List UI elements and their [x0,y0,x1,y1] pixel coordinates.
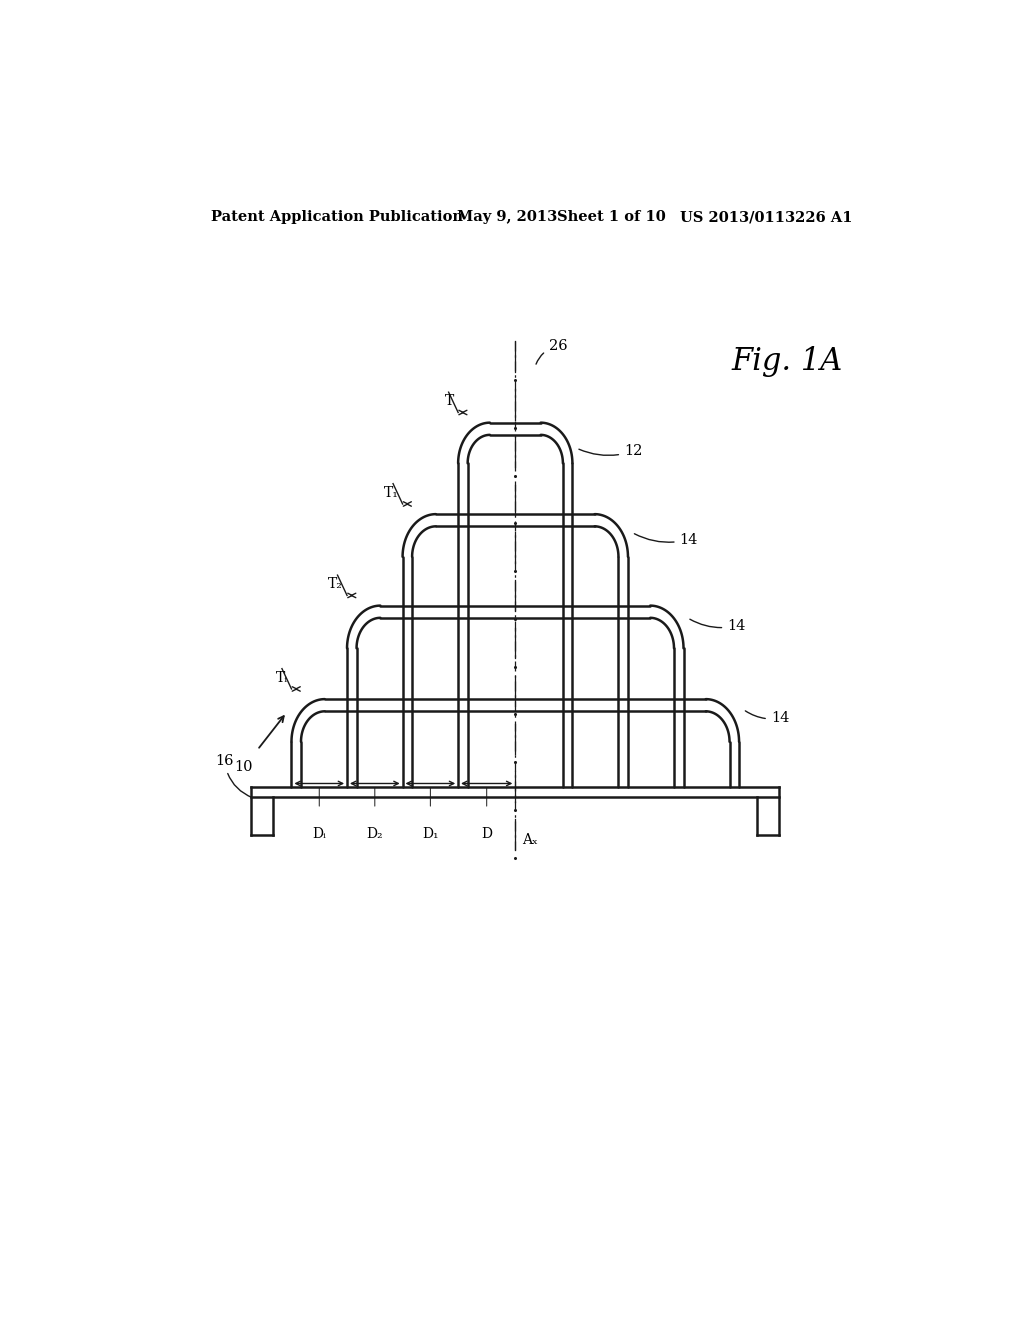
Text: D: D [481,828,493,841]
Text: 14: 14 [745,711,790,726]
Text: Sheet 1 of 10: Sheet 1 of 10 [557,210,666,224]
Text: May 9, 2013: May 9, 2013 [458,210,558,224]
Text: T₂: T₂ [328,577,343,591]
Text: D₂: D₂ [367,828,383,841]
Text: Tᵢ: Tᵢ [275,671,288,685]
Text: 16: 16 [215,754,252,797]
Text: T₁: T₁ [384,486,398,500]
Text: D₁: D₁ [422,828,438,841]
Text: 10: 10 [233,760,252,774]
Text: Dᵢ: Dᵢ [312,828,327,841]
Text: Aₓ: Aₓ [521,833,538,847]
Text: T: T [444,395,455,408]
Text: 26: 26 [536,339,567,364]
Text: 14: 14 [635,532,698,546]
Text: US 2013/0113226 A1: US 2013/0113226 A1 [680,210,852,224]
Text: Fig. 1A: Fig. 1A [731,346,843,378]
Text: 12: 12 [579,444,642,458]
Text: Patent Application Publication: Patent Application Publication [211,210,463,224]
Text: 14: 14 [690,619,745,634]
